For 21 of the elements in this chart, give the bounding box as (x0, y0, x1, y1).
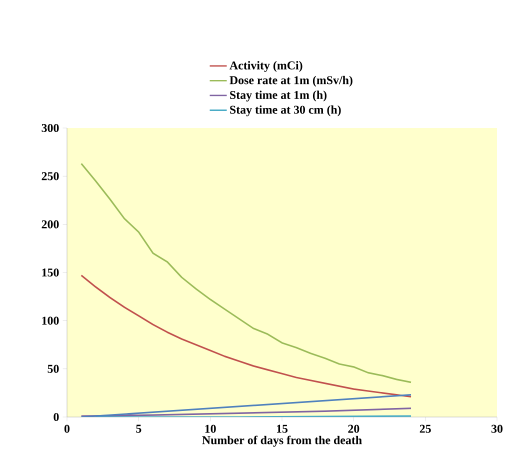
y-tick-label: 50 (48, 364, 59, 373)
x-tick-label: 30 (491, 424, 503, 433)
x-tick-label: 20 (348, 424, 360, 433)
x-axis-title: Number of days from the death (202, 436, 362, 447)
x-tick-label: 10 (205, 424, 216, 433)
line-series (80, 162, 412, 384)
x-tick-label: 5 (136, 424, 142, 433)
y-tick-label: 100 (42, 316, 59, 325)
y-tick-label: 150 (42, 268, 59, 277)
legend-label: Dose rate at 1m (mSv/h) (230, 76, 352, 87)
y-tick-label: 250 (42, 172, 59, 180)
legend-label: Stay time at 1m (h) (230, 90, 327, 102)
legend-label: Stay time at 30 cm (h) (230, 105, 341, 116)
y-tick-label: 0 (54, 412, 59, 422)
y-tick-label: 200 (42, 220, 59, 228)
x-tick-label: 15 (276, 424, 288, 433)
line-series (80, 408, 412, 417)
x-tick-label: 25 (420, 424, 431, 433)
y-tick-label: 300 (42, 124, 59, 132)
x-tick-label: 0 (64, 424, 70, 433)
legend-label: Activity (mCi) (230, 61, 302, 72)
